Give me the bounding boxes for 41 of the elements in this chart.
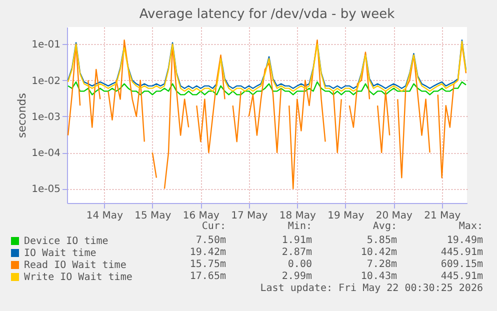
y-tick-label: 1e-01 <box>32 40 60 51</box>
line-series <box>67 81 467 96</box>
text: Max: <box>458 221 483 232</box>
legend-label: Device IO time <box>24 236 108 247</box>
x-tick-label: 20 May <box>376 210 413 222</box>
text: 445.91m <box>440 247 483 258</box>
y-tick-label: 1e-03 <box>32 112 60 123</box>
text: 7.50m <box>196 235 226 246</box>
text: 10.43m <box>360 271 397 282</box>
y-tick-label: 1e-02 <box>32 76 60 87</box>
text: 10.42m <box>360 247 397 258</box>
text: 19.49m <box>446 235 483 246</box>
x-tick-label: 18 May <box>279 210 316 222</box>
y-tick-label: 1e-04 <box>32 148 60 160</box>
text: Cur: <box>202 221 226 232</box>
text: 5.85m <box>366 235 397 246</box>
text: 17.65m <box>190 271 226 282</box>
text: 445.91m <box>440 271 483 282</box>
legend-label: Read IO Wait time <box>24 260 126 271</box>
text: Last update: Fri May 22 00:30:25 2026 <box>260 283 483 294</box>
y-tick-label: 1e-05 <box>32 184 60 196</box>
text: 19.42m <box>190 247 226 258</box>
chart-title: Average latency for /dev/vda - by week <box>139 7 396 22</box>
text: Min: <box>288 221 312 232</box>
text: 15.75m <box>190 259 226 270</box>
text: 1.91m <box>282 235 312 246</box>
y-axis-title: seconds <box>16 92 29 138</box>
text: 2.87m <box>282 247 312 258</box>
x-tick-label: 16 May <box>182 210 220 222</box>
x-tick-label: 17 May <box>231 210 268 222</box>
x-tick-label: 19 May <box>328 210 364 222</box>
legend-label: Write IO Wait time <box>24 272 132 283</box>
legend-label: IO Wait time <box>24 248 96 259</box>
x-tick-label: 15 May <box>134 210 172 222</box>
text: 609.15m <box>440 259 483 270</box>
x-tick-label: 21 May <box>424 210 461 222</box>
text: Avg: <box>372 221 397 232</box>
text: 0.00 <box>288 259 312 270</box>
text: 2.99m <box>282 271 312 282</box>
text: 7.28m <box>366 259 397 270</box>
x-tick-label: 14 May <box>86 210 124 222</box>
